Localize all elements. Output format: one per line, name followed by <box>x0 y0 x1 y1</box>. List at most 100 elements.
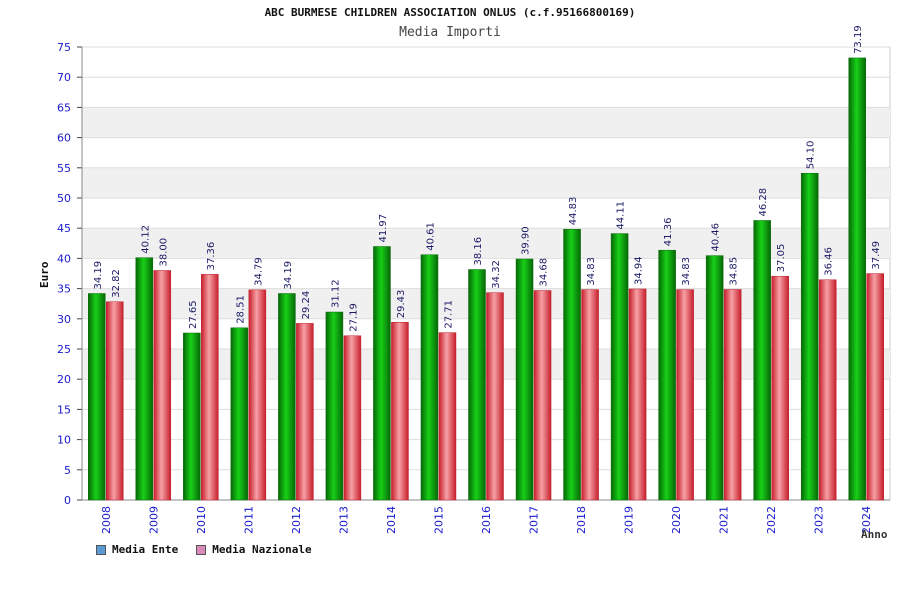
value-label: 38.16 <box>473 237 484 266</box>
bar-media-nazionale <box>391 321 409 501</box>
value-label: 54.10 <box>806 141 817 170</box>
bar-media-ente <box>230 327 249 501</box>
x-tick-label: 2020 <box>670 506 683 534</box>
bar-media-ente <box>848 57 866 501</box>
value-label: 27.19 <box>348 303 359 332</box>
y-tick-label: 75 <box>57 41 71 54</box>
bar-media-ente <box>278 293 296 501</box>
x-axis-label: Anno <box>861 528 888 541</box>
value-label: 46.28 <box>758 188 769 217</box>
value-label: 28.51 <box>235 295 246 324</box>
value-label: 41.36 <box>663 218 674 247</box>
legend-label: Media Nazionale <box>212 543 312 556</box>
value-label: 34.32 <box>491 260 502 289</box>
value-label: 34.94 <box>634 256 645 285</box>
x-tick-label: 2016 <box>480 506 493 534</box>
value-label: 39.90 <box>521 226 532 255</box>
grid-band <box>82 107 890 138</box>
bar-media-nazionale <box>581 289 599 501</box>
value-label: 34.85 <box>729 257 740 286</box>
bar-media-nazionale <box>533 290 552 501</box>
value-label: 41.97 <box>378 214 389 243</box>
y-tick-label: 70 <box>57 71 71 84</box>
bar-media-ente <box>135 257 154 501</box>
bar-media-nazionale <box>201 274 219 501</box>
bar-media-nazionale <box>106 301 124 501</box>
bar-media-nazionale <box>343 335 362 501</box>
bar-media-ente <box>563 228 581 501</box>
value-label: 34.83 <box>586 257 597 286</box>
bar-media-ente <box>515 258 534 501</box>
x-tick-label: 2010 <box>195 506 208 534</box>
x-tick-label: 2008 <box>100 506 113 534</box>
value-label: 34.79 <box>253 257 264 286</box>
bar-media-ente <box>705 255 724 501</box>
y-tick-label: 35 <box>57 283 71 296</box>
bar-media-nazionale <box>153 270 172 501</box>
value-label: 32.82 <box>111 269 122 298</box>
legend-item-media-ente: Media Ente <box>96 543 178 556</box>
value-label: 29.43 <box>396 290 407 319</box>
x-tick-label: 2012 <box>290 506 303 534</box>
bar-media-ente <box>610 233 629 501</box>
y-tick-label: 55 <box>57 162 71 175</box>
value-label: 34.19 <box>93 261 104 290</box>
y-tick-label: 45 <box>57 222 71 235</box>
value-label: 44.83 <box>568 197 579 226</box>
value-label: 37.36 <box>206 242 217 271</box>
bar-media-nazionale <box>628 288 647 501</box>
y-tick-label: 40 <box>57 252 71 265</box>
bar-media-ente <box>658 249 676 501</box>
value-label: 34.83 <box>681 257 692 286</box>
y-tick-label: 15 <box>57 403 71 416</box>
x-tick-label: 2021 <box>718 506 731 534</box>
bar-media-nazionale <box>248 289 267 501</box>
bar-media-nazionale <box>486 292 504 501</box>
y-tick-label: 50 <box>57 192 71 205</box>
bar-media-nazionale <box>438 332 457 501</box>
legend: Media Ente Media Nazionale <box>96 543 312 556</box>
value-label: 34.19 <box>283 261 294 290</box>
bar-media-nazionale <box>723 289 742 501</box>
legend-swatch <box>96 544 106 555</box>
value-label: 73.19 <box>853 25 864 54</box>
y-axis-label: Euro <box>38 261 51 289</box>
value-label: 27.65 <box>188 300 199 329</box>
value-label: 38.00 <box>158 238 169 267</box>
x-tick-label: 2019 <box>623 506 636 534</box>
value-label: 40.12 <box>140 225 151 254</box>
value-label: 40.46 <box>711 223 722 252</box>
y-tick-label: 30 <box>57 313 71 326</box>
value-label: 36.46 <box>824 247 835 276</box>
y-tick-label: 10 <box>57 434 71 447</box>
bar-media-nazionale <box>818 279 837 501</box>
bar-media-nazionale <box>676 289 694 501</box>
chart-title: ABC BURMESE CHILDREN ASSOCIATION ONLUS (… <box>264 6 636 19</box>
x-tick-label: 2015 <box>432 506 445 534</box>
value-label: 37.05 <box>776 244 787 273</box>
bar-media-nazionale <box>296 323 314 501</box>
x-tick-label: 2014 <box>385 506 398 534</box>
x-tick-label: 2017 <box>528 506 541 534</box>
value-label: 27.71 <box>443 300 454 329</box>
x-tick-label: 2009 <box>147 506 160 534</box>
bar-media-nazionale <box>771 275 789 501</box>
y-tick-label: 65 <box>57 101 71 114</box>
value-label: 40.61 <box>425 222 436 251</box>
x-tick-label: 2022 <box>765 506 778 534</box>
bar-media-ente <box>468 269 486 501</box>
y-tick-label: 20 <box>57 373 71 386</box>
legend-swatch <box>196 544 207 555</box>
x-tick-label: 2011 <box>242 506 255 534</box>
bar-media-ente <box>325 311 344 501</box>
bar-media-ente <box>183 332 201 501</box>
legend-item-media-nazionale: Media Nazionale <box>196 543 312 556</box>
bar-media-ente <box>420 254 439 501</box>
y-tick-label: 60 <box>57 132 71 145</box>
value-label: 37.49 <box>871 241 882 270</box>
value-label: 44.11 <box>616 201 627 230</box>
bar-media-ente <box>753 220 771 501</box>
x-tick-label: 2018 <box>575 506 588 534</box>
value-label: 34.68 <box>539 258 550 287</box>
